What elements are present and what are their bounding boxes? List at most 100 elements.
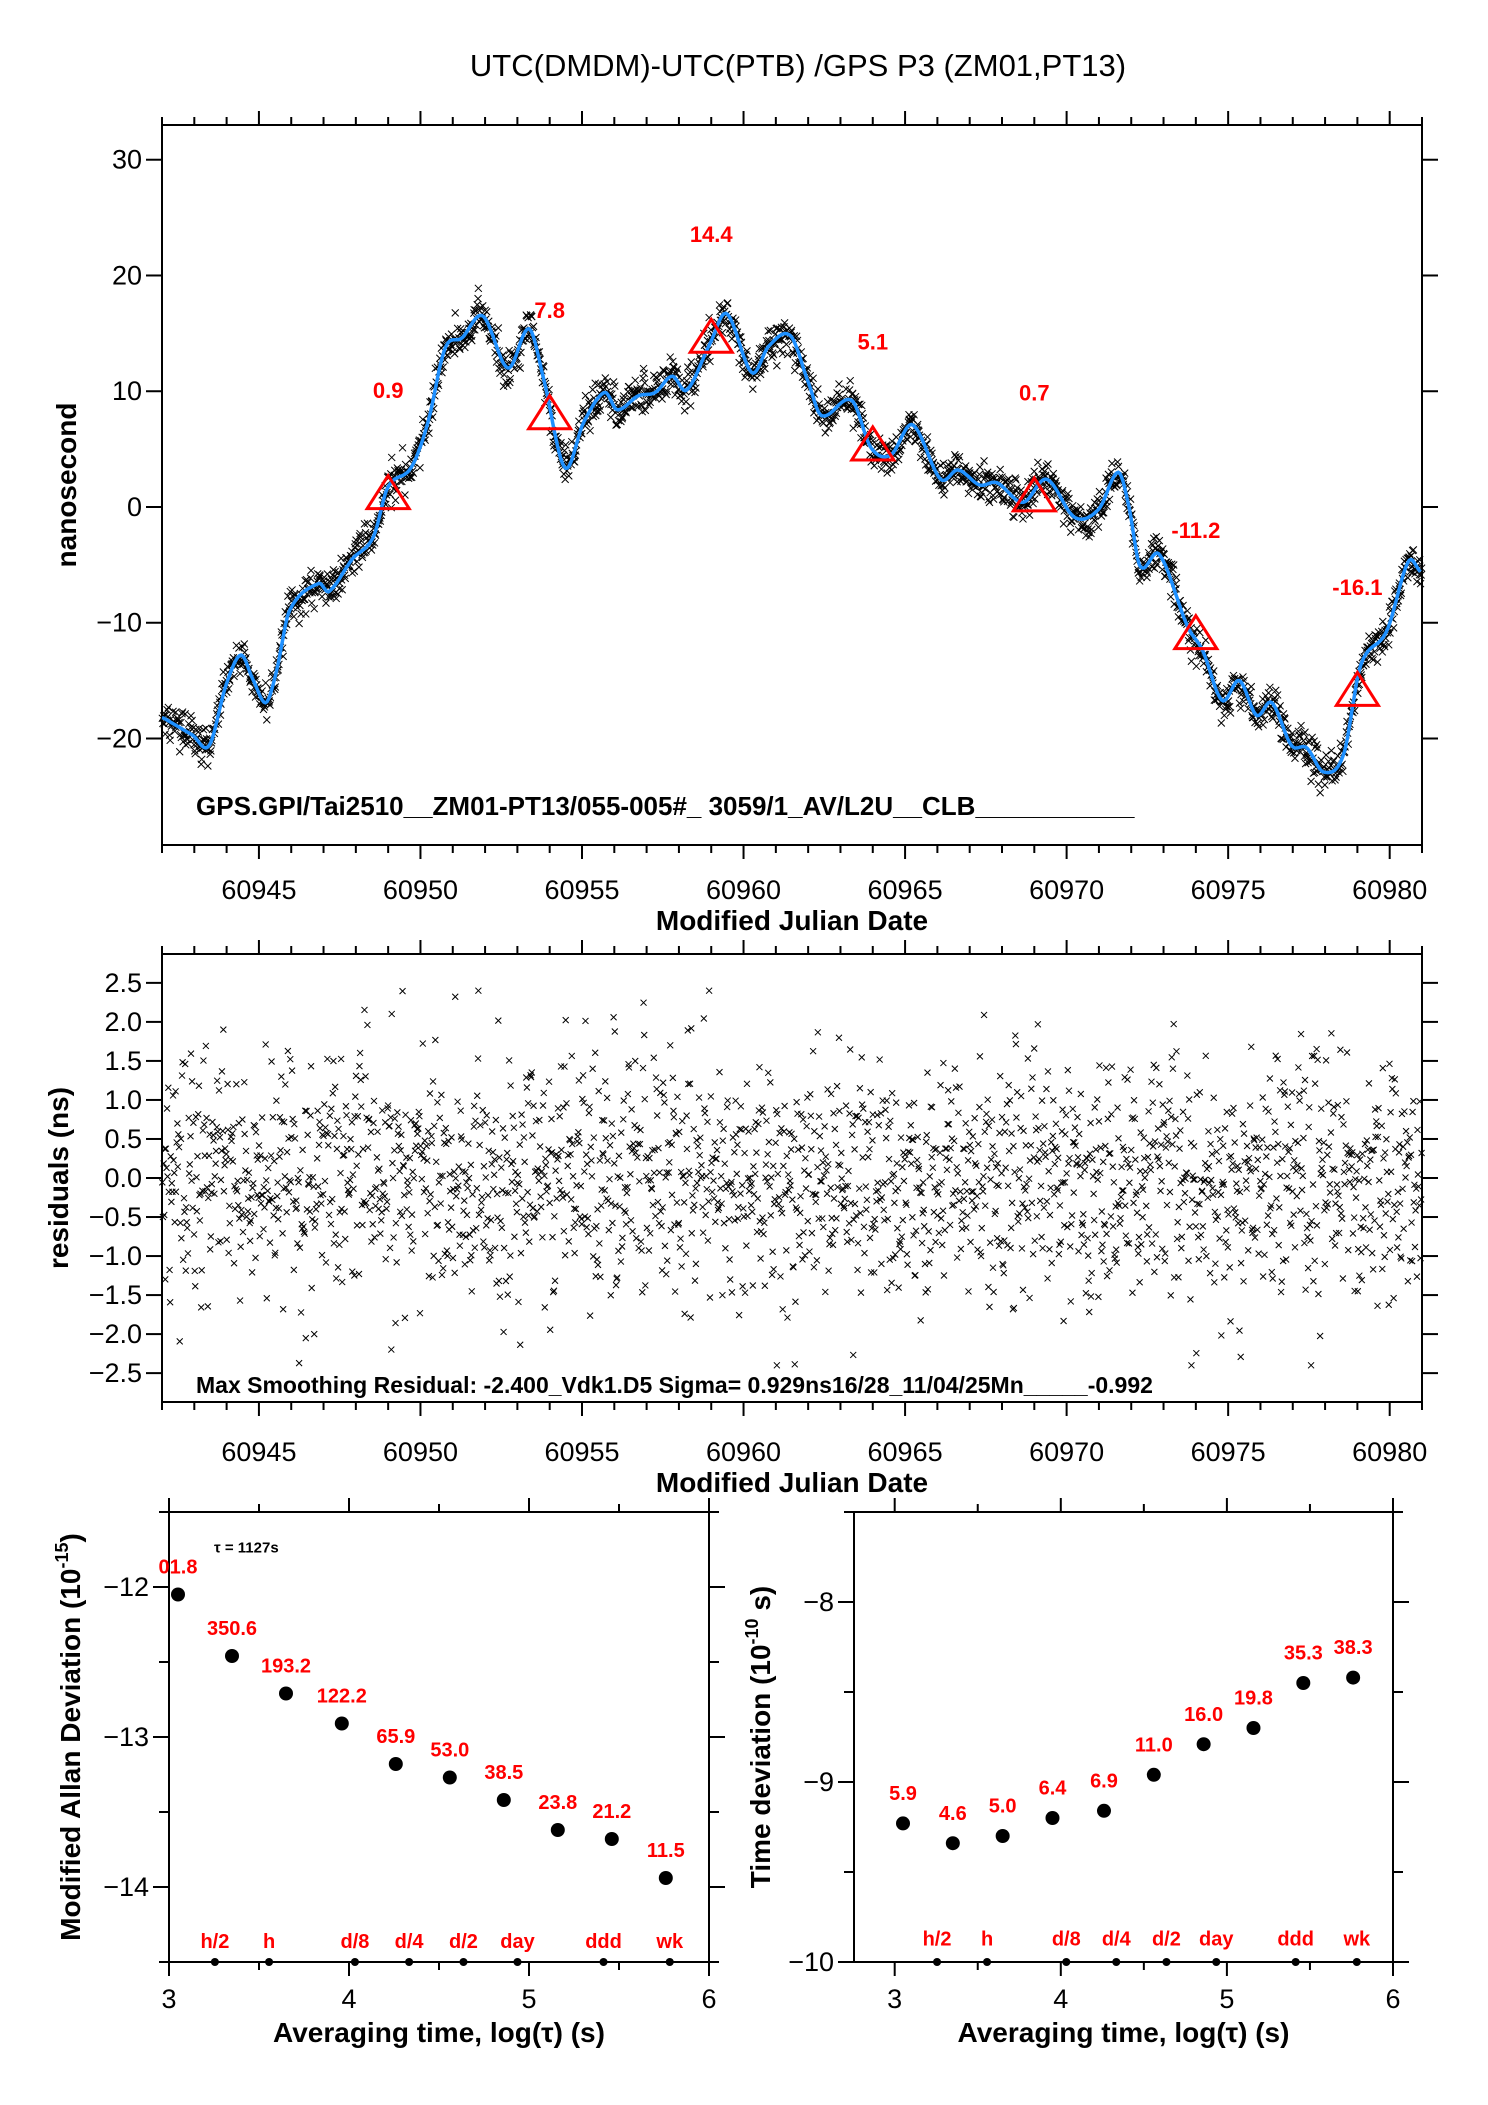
residual-point: [1166, 1188, 1174, 1196]
residual-point: [316, 1118, 323, 1126]
residual-point: [424, 1209, 432, 1217]
residual-point: [814, 1163, 821, 1171]
data-point: [367, 546, 376, 554]
data-point: [387, 453, 396, 462]
residual-point: [922, 1138, 930, 1146]
data-point: [307, 599, 316, 607]
residual-point: [1220, 1273, 1228, 1281]
residual-point: [1231, 1139, 1239, 1146]
data-point: [883, 469, 892, 477]
residual-point: [1374, 1302, 1381, 1310]
residual-point: [364, 1144, 372, 1151]
period-marker-label: wk: [1342, 1929, 1371, 1951]
residual-point: [683, 1112, 691, 1120]
residual-point: [632, 1234, 640, 1242]
data-point: [1114, 462, 1123, 471]
residual-point: [755, 1120, 762, 1128]
residual-point: [802, 1185, 810, 1192]
residual-point: [1106, 1266, 1113, 1274]
data-point: [1148, 563, 1156, 571]
residual-point: [1396, 1140, 1403, 1148]
residual-point: [189, 1204, 196, 1212]
residual-point: [1049, 1132, 1057, 1140]
residual-point: [716, 1118, 724, 1126]
residual-point: [250, 1210, 258, 1218]
residual-point: [321, 1177, 329, 1185]
residual-point: [210, 1137, 217, 1144]
figure-title: UTC(DMDM)-UTC(PTB) /GPS P3 (ZM01,PT13): [470, 48, 1126, 83]
residual-point: [955, 1109, 962, 1117]
data-point: [240, 640, 249, 648]
data-point: [846, 376, 855, 385]
residual-point: [466, 1256, 474, 1264]
residual-point: [838, 1175, 846, 1182]
x-tick-label: 60975: [1191, 875, 1266, 905]
point-value-label: 6.4: [1039, 1778, 1068, 1800]
data-point: [916, 453, 925, 462]
residual-point: [1091, 1231, 1099, 1239]
residual-point: [1167, 1292, 1175, 1299]
residual-point: [1389, 1215, 1397, 1223]
residual-point: [818, 1177, 825, 1185]
residual-point: [953, 1163, 961, 1171]
residual-point: [967, 1238, 974, 1246]
residual-point: [900, 1177, 908, 1185]
residual-point: [176, 1337, 184, 1345]
data-point: [1308, 733, 1316, 742]
data-point: [296, 601, 304, 610]
residual-point: [806, 1090, 814, 1098]
residual-point: [442, 1124, 450, 1132]
residual-point: [732, 1131, 740, 1138]
data-point: [184, 739, 192, 748]
residual-point: [1013, 1114, 1020, 1121]
period-marker-label: d/4: [1102, 1929, 1132, 1951]
data-point: [1404, 573, 1412, 582]
residual-point: [211, 1173, 219, 1180]
residual-point: [1352, 1194, 1360, 1202]
residual-point: [552, 1167, 559, 1174]
residual-point: [830, 1109, 837, 1117]
residual-point: [1091, 1104, 1099, 1111]
residual-point: [317, 1200, 325, 1207]
y-tick-label: −20: [96, 724, 142, 754]
residual-point: [1328, 1029, 1335, 1037]
residual-point: [597, 1273, 604, 1281]
residual-point: [688, 1229, 696, 1237]
residual-point: [993, 1181, 1000, 1189]
data-point: [1314, 780, 1323, 788]
data-point: [603, 377, 611, 386]
residual-point: [341, 1235, 349, 1243]
data-point: [1013, 483, 1022, 492]
residual-point: [633, 1124, 641, 1132]
residual-point: [720, 1219, 728, 1227]
residual-point: [1188, 1361, 1195, 1369]
residual-point: [1407, 1151, 1415, 1159]
residual-point: [1325, 1143, 1333, 1150]
residual-point: [1059, 1106, 1066, 1113]
residual-point: [230, 1259, 238, 1267]
residual-point: [1232, 1214, 1240, 1221]
residual-point: [993, 1234, 1001, 1242]
residual-point: [1304, 1233, 1311, 1241]
residual-point: [690, 1125, 698, 1133]
residual-point: [428, 1139, 436, 1147]
period-marker-label: wk: [655, 1931, 684, 1953]
residual-point: [886, 1117, 894, 1125]
residual-point: [351, 1093, 359, 1101]
residual-point: [892, 1099, 900, 1106]
residual-point: [1089, 1172, 1097, 1180]
residual-point: [469, 1227, 477, 1234]
residual-point: [277, 1146, 284, 1154]
residual-point: [867, 1088, 875, 1096]
residual-point: [854, 1239, 862, 1247]
residual-point: [1024, 1214, 1032, 1222]
residual-point: [1172, 1132, 1180, 1139]
residual-point: [551, 1277, 559, 1285]
residual-point: [722, 1244, 729, 1252]
residual-point: [666, 1041, 674, 1049]
residual-point: [1336, 1203, 1344, 1211]
residual-point: [1311, 1257, 1319, 1265]
residual-point: [1326, 1180, 1334, 1188]
residual-point: [1274, 1140, 1282, 1148]
residual-point: [867, 1269, 875, 1276]
